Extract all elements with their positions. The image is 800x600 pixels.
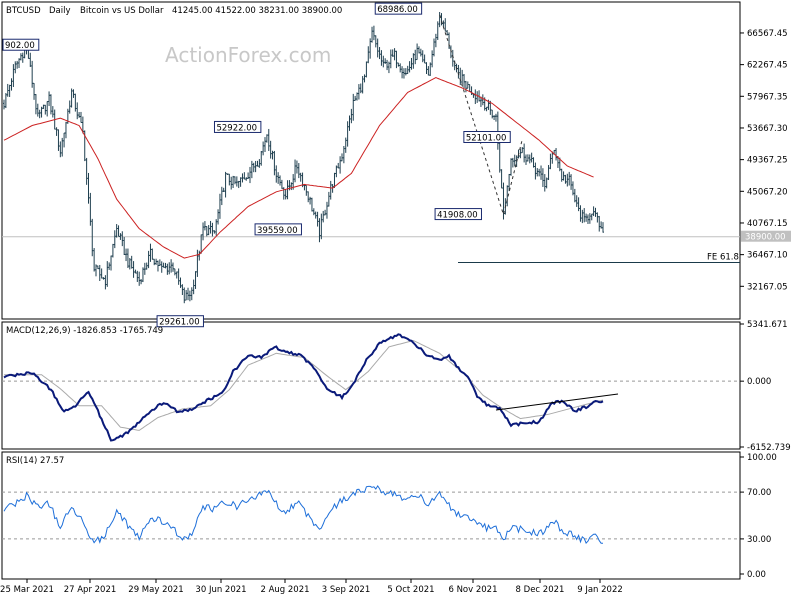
macd-title: MACD(12,26,9) -1826.853 -1765.749	[6, 326, 163, 336]
header-ohlc: 41245.00 41522.00 38231.00 38900.00	[172, 6, 342, 16]
price-annotation-label: 68986.00	[377, 5, 418, 15]
macd-y-tick-label: 0.000	[747, 377, 771, 387]
macd-lines-layer	[3, 333, 619, 442]
price-annotation-box	[213, 120, 262, 133]
current-price-badge	[741, 230, 791, 242]
macd-trendline	[495, 393, 619, 411]
x-axis-tick-label: 9 Jan 2022	[577, 585, 623, 595]
rsi-y-tick-label: 0.00	[747, 570, 766, 580]
grid-layer	[2, 236, 740, 540]
dashed-projection-layer	[439, 14, 523, 217]
x-axis-tick-label: 29 May 2021	[128, 585, 183, 595]
watermark: ActionForex.com	[165, 43, 331, 67]
price-annotation-box	[254, 223, 302, 236]
x-axis-tick-label: 2 Aug 2021	[260, 585, 309, 595]
price-annotation-box	[463, 131, 511, 144]
moving-average-line	[3, 77, 594, 259]
rsi-panel	[1, 451, 741, 580]
price-y-tick-label: 49367.25	[747, 156, 788, 166]
rsi-y-tick-label: 100.00	[747, 453, 777, 463]
macd-y-tick-label: -6152.739	[747, 443, 791, 453]
price-annotation-box	[156, 315, 204, 328]
header-symbol: BTCUSD	[6, 6, 41, 16]
x-axis-tick-label: 6 Nov 2021	[448, 585, 497, 595]
x-axis-tick-label: 8 Dec 2021	[516, 585, 565, 595]
price-annotations-layer: 902.00 29261.00 52922.00 39559.00 68986.00 41…	[2, 2, 511, 328]
axis-labels-layer: 66567.45 62267.45 57967.35 53667.30 49367.25…	[0, 29, 791, 595]
x-axis-tick-label: 30 Jun 2021	[195, 585, 246, 595]
macd-y-tick-label: 5341.671	[747, 320, 788, 330]
fe-level-layer: FE 61.8	[458, 253, 740, 264]
price-y-tick-label: 53667.30	[747, 124, 788, 134]
moving-average-layer	[3, 77, 594, 259]
price-annotation-label: 902.00	[5, 41, 35, 51]
rsi-y-tick-label: 70.00	[747, 488, 771, 498]
price-y-tick-label: 62267.45	[747, 61, 788, 71]
macd-line	[3, 333, 604, 442]
x-axis-tick-label: 25 Mar 2021	[0, 585, 54, 595]
price-annotation-label: 41908.00	[437, 211, 478, 221]
x-axis-tick-label: 27 Apr 2021	[64, 585, 117, 595]
x-axis-tick-label: 3 Sep 2021	[322, 585, 370, 595]
price-y-tick-label: 36467.10	[747, 251, 788, 261]
price-y-tick-label: 66567.45	[747, 29, 788, 39]
rsi-line	[3, 484, 603, 545]
price-annotation-label: 39559.00	[257, 226, 298, 236]
header-timeframe: Daily	[49, 6, 71, 16]
price-y-tick-label: 57967.35	[747, 92, 788, 102]
price-bars-layer	[3, 11, 604, 304]
price-y-tick-label: 45067.20	[747, 187, 788, 197]
rsi-title: RSI(14) 27.57	[6, 456, 64, 466]
projection-dashed-line	[439, 14, 523, 217]
rsi-y-tick-label: 30.00	[747, 535, 771, 545]
price-annotation-box	[2, 38, 40, 51]
price-panel	[1, 1, 741, 320]
price-annotation-box	[374, 2, 423, 15]
price-annotation-label: 52101.00	[466, 134, 507, 144]
rsi-lines-layer	[3, 484, 603, 545]
macd-panel	[1, 321, 741, 450]
price-y-tick-label: 40767.15	[747, 219, 788, 229]
price-y-tick-label: 32167.05	[747, 282, 788, 292]
price-annotation-label: 52922.00	[216, 123, 257, 133]
price-annotation-label: 29261.00	[159, 318, 200, 328]
fe-level-label: FE 61.8	[707, 253, 739, 263]
header-description: Bitcoin vs US Dollar	[80, 6, 164, 16]
current-price-label: 38900.00	[745, 233, 786, 243]
price-annotation-box	[434, 208, 482, 221]
x-axis-tick-label: 5 Oct 2021	[387, 585, 434, 595]
